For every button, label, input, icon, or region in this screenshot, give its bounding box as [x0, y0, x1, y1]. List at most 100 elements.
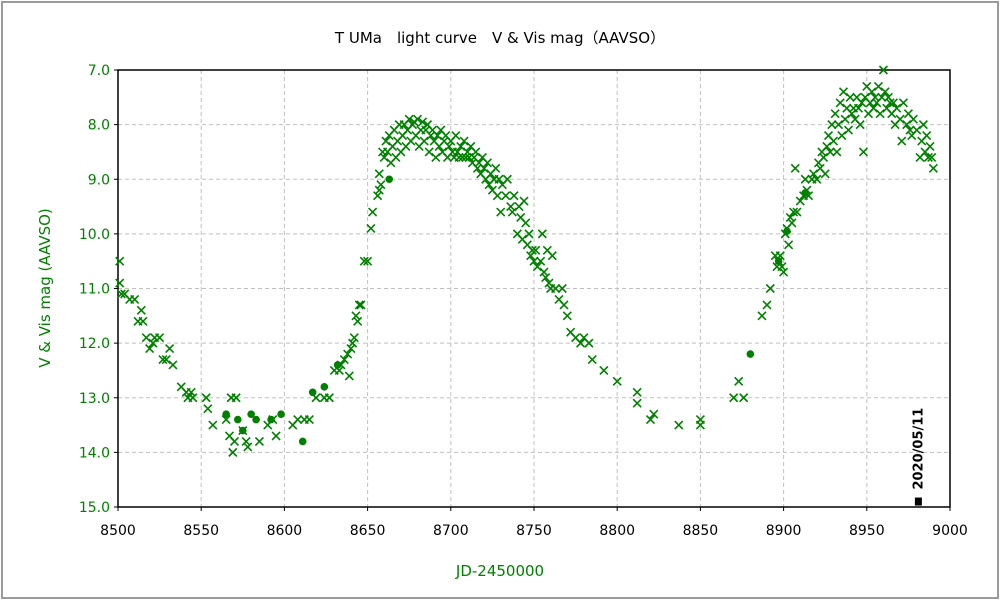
vis-point — [116, 289, 126, 299]
vis-point — [527, 245, 537, 255]
vis-point — [339, 354, 349, 365]
vis-point — [734, 376, 744, 386]
vis-point — [888, 98, 898, 108]
vis-point — [765, 283, 775, 294]
y-tick-label: 8.0 — [88, 118, 110, 134]
x-tick-label: 8500 — [100, 523, 136, 539]
vis-point — [462, 147, 473, 157]
y-tick-label: 10.0 — [79, 227, 110, 243]
vis-point — [898, 98, 908, 108]
vis-point — [228, 447, 238, 457]
vis-point — [381, 136, 391, 146]
vis-point — [790, 163, 800, 173]
vis-point — [584, 338, 594, 348]
vis-point — [922, 130, 932, 141]
vis-point — [379, 152, 389, 162]
vis-point — [645, 415, 656, 425]
vis-point — [366, 223, 376, 233]
vis-point — [304, 415, 314, 425]
vis-point — [138, 316, 148, 326]
vis-point — [840, 114, 850, 124]
vis-point — [857, 98, 867, 108]
vis-point — [822, 141, 832, 152]
x-tick-label: 8700 — [433, 523, 469, 539]
vis-point — [354, 300, 364, 310]
vis-point — [925, 141, 935, 152]
v-point — [234, 415, 242, 424]
vis-point — [376, 180, 386, 190]
vis-point — [479, 163, 489, 173]
y-tick-label: 9.0 — [88, 172, 110, 188]
vis-point — [324, 393, 334, 403]
vis-point — [868, 103, 879, 113]
vis-point — [417, 117, 428, 127]
y-tick-label: 7.0 — [88, 63, 110, 79]
vis-point — [739, 393, 749, 403]
vis-point — [757, 311, 767, 321]
vis-point — [459, 136, 469, 146]
vis-point — [880, 87, 890, 97]
vis-point — [897, 136, 907, 146]
vis-point — [349, 333, 359, 343]
vis-point — [895, 114, 905, 124]
vis-point — [472, 163, 482, 173]
v-point — [239, 426, 247, 435]
v-point — [222, 410, 230, 418]
v-point — [320, 383, 329, 391]
x-tick-label: 8600 — [267, 523, 303, 539]
vis-point — [892, 103, 902, 113]
v-point — [267, 415, 275, 424]
vis-point — [536, 256, 546, 266]
vis-point — [155, 333, 165, 343]
vis-point — [695, 420, 705, 430]
vis-point — [847, 109, 857, 119]
vis-point — [130, 294, 140, 304]
x-tick-label: 8850 — [683, 523, 719, 539]
vis-point — [412, 114, 423, 124]
vis-point — [853, 103, 864, 113]
v-point — [801, 189, 810, 197]
vis-point — [158, 354, 168, 365]
vis-point — [165, 344, 175, 354]
vis-point — [451, 130, 461, 141]
vis-point — [373, 191, 383, 201]
x-tick-label: 8550 — [183, 523, 219, 539]
vis-point — [432, 130, 443, 141]
vis-point — [201, 393, 211, 403]
vis-point — [368, 207, 378, 217]
vis-point — [168, 360, 178, 370]
vis-point — [832, 147, 842, 157]
vis-point — [507, 207, 517, 217]
vis-point — [482, 158, 492, 168]
vis-point — [927, 152, 937, 162]
x-tick-label: 8750 — [516, 523, 552, 539]
vis-point — [188, 393, 198, 403]
vis-point — [557, 283, 567, 294]
vis-point — [356, 300, 366, 310]
vis-point — [827, 120, 837, 130]
vis-point — [461, 152, 471, 162]
vis-point — [870, 92, 880, 102]
vis-point — [494, 174, 504, 184]
vis-point — [519, 196, 529, 206]
vis-point — [509, 191, 519, 201]
y-axis-label: V & Vis mag (AAVSO) — [36, 208, 54, 368]
vis-point — [559, 300, 569, 310]
date-marker — [914, 497, 922, 506]
vis-point — [502, 174, 512, 184]
y-tick-label: 11.0 — [79, 282, 110, 298]
vis-point — [243, 442, 253, 452]
vis-point — [923, 152, 933, 162]
vis-point — [551, 283, 561, 294]
vis-point — [784, 240, 794, 250]
vis-point — [855, 120, 865, 130]
vis-point — [547, 251, 557, 261]
vis-point — [374, 185, 384, 195]
v-point — [247, 410, 255, 418]
vis-point — [762, 300, 772, 310]
vis-point — [141, 333, 151, 343]
vis-point — [729, 393, 739, 403]
vis-point — [348, 338, 358, 348]
